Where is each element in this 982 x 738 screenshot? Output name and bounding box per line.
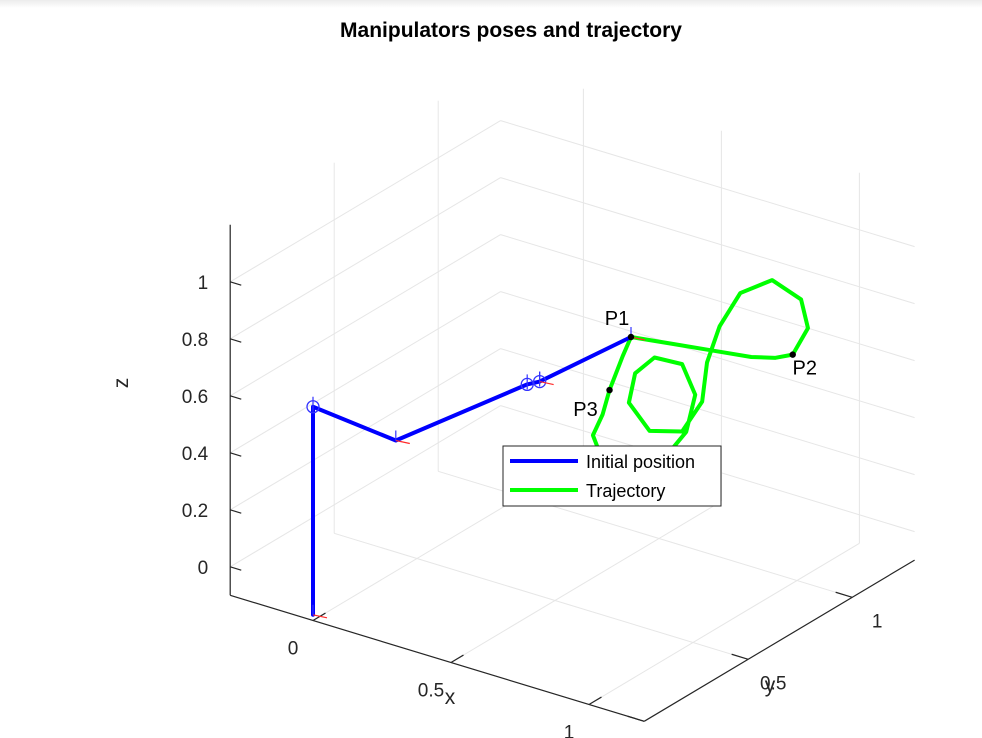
waypoint-label-p2: P2 — [792, 358, 816, 380]
x-tick-0 — [312, 612, 326, 622]
frame-marker-0 — [312, 604, 328, 619]
x-tick-label-2: 1 — [564, 723, 575, 738]
y-tick-0 — [627, 715, 645, 722]
z-tick-1 — [230, 509, 242, 514]
z-tick-label-5: 1 — [198, 273, 209, 294]
legend-entry-trajectory: Trajectory — [586, 481, 665, 501]
x-axis-label: x — [445, 686, 456, 709]
y-tick-2 — [835, 591, 853, 598]
z-tick-5 — [230, 281, 242, 286]
legend-entry-initial-position: Initial position — [586, 452, 695, 472]
z-tick-0 — [230, 566, 242, 571]
waypoint-dot-p1 — [627, 333, 635, 341]
z-tick-label-1: 0.2 — [182, 501, 208, 522]
x-tick-1 — [450, 654, 464, 664]
legend-box — [502, 445, 722, 507]
marker-layer — [306, 327, 646, 619]
z-tick-label-2: 0.4 — [182, 444, 209, 465]
backwall-grid-z-4 — [500, 177, 915, 305]
x-axis-line — [230, 594, 645, 722]
x-tick-2 — [588, 696, 602, 706]
joint-marker-1 — [520, 374, 534, 392]
z-tick-2 — [230, 452, 242, 457]
y-tick-1 — [731, 653, 749, 660]
z-tick-4 — [230, 338, 242, 343]
frame-axis-x — [539, 381, 554, 386]
waypoint-label-p1: P1 — [605, 308, 629, 330]
z-tick-3 — [230, 395, 242, 400]
z-axis-label: z — [110, 378, 133, 389]
frame-axis-x — [395, 439, 410, 445]
y-axis-label: y — [765, 674, 776, 697]
leftwall-grid-z-4 — [229, 177, 501, 340]
y-axis-line — [643, 559, 915, 722]
labels-layer: P1 P2 P3 — [573, 308, 817, 421]
y-tick-label-0: 0 — [664, 735, 675, 738]
legend[interactable]: Initial position Trajectory — [502, 445, 722, 507]
series-line-initial-position — [311, 335, 633, 617]
leftwall-grid-z-3 — [229, 234, 501, 397]
chart-title: Manipulators poses and trajectory — [340, 19, 682, 42]
z-tick-label-0: 0 — [198, 558, 209, 579]
leftwall-grid-z-0 — [229, 405, 501, 568]
z-tick-label-3: 0.6 — [182, 387, 208, 408]
waypoint-dot-p2 — [789, 351, 796, 358]
floor-grid-x-2 — [588, 542, 860, 705]
waypoint-label-p3: P3 — [573, 399, 597, 421]
z-tick-label-4: 0.8 — [182, 330, 208, 351]
leftwall-grid-z-5 — [229, 120, 501, 283]
backwall-grid-z-3 — [500, 234, 915, 362]
floor-grid-y-1 — [334, 532, 749, 660]
frame-axis-x — [312, 614, 328, 619]
frame-marker-1 — [395, 430, 410, 445]
window-top-bar — [0, 0, 982, 8]
backwall-grid-z-5 — [500, 120, 915, 248]
joint-marker-0 — [306, 396, 320, 414]
axes-layer: 0 0.5 1 0 0.5 1 0 0.2 0.4 0.6 0.8 1 — [182, 224, 915, 738]
x-tick-label-0: 0 — [288, 639, 299, 660]
y-tick-label-1: 0.5 — [760, 673, 786, 694]
leftwall-grid-z-2 — [229, 291, 501, 454]
y-tick-label-2: 1 — [872, 611, 883, 632]
frame-marker-2 — [539, 371, 554, 386]
x-tick-label-1: 0.5 — [418, 681, 444, 702]
grid-layer — [229, 88, 915, 722]
waypoint-dot-p3 — [606, 386, 613, 394]
backwall-grid-z-2 — [500, 291, 915, 419]
floor-grid-x-1 — [450, 500, 722, 663]
backwall-grid-z-1 — [500, 348, 915, 476]
